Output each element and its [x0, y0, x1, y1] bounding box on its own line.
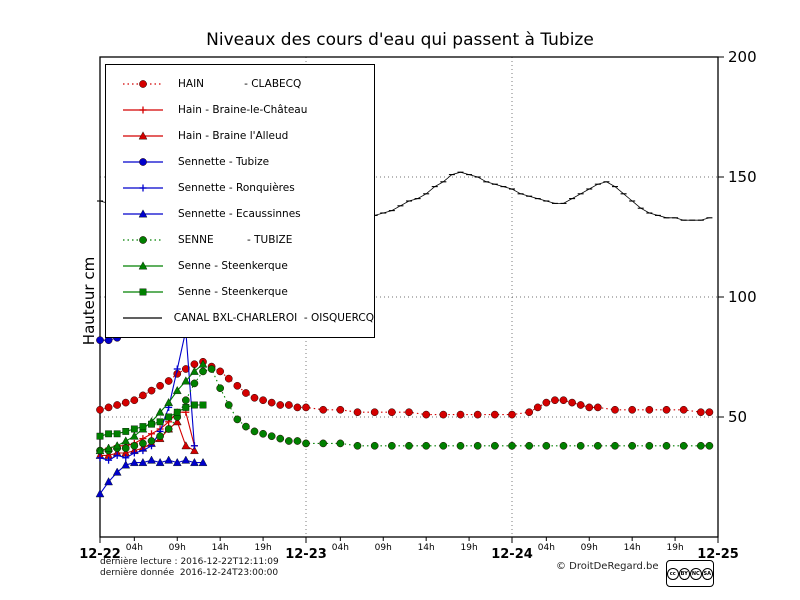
legend-label: Sennette - Ecaussinnes — [178, 208, 301, 220]
y-axis-label: Hauteur cm — [80, 256, 98, 346]
x-axis-hour-label: 14h — [418, 543, 435, 553]
legend: HAIN - CLABECQ Hain - Braine-le-Château Ha… — [105, 64, 375, 338]
x-axis-day-label: 12-25 — [697, 547, 739, 562]
cc-by-icon: BY — [678, 567, 690, 580]
x-axis-hour-label: 14h — [212, 543, 229, 553]
x-axis-day-label: 12-24 — [491, 547, 533, 562]
x-axis-hour-label: 19h — [461, 543, 478, 553]
legend-triangle-icon — [123, 261, 163, 270]
y-axis-tick-label: 100 — [728, 288, 757, 306]
last-reading-text: dernière lecture : 2016-12-22T12:11:09 — [100, 557, 279, 567]
cc-icon: cc — [667, 567, 679, 580]
legend-label: Sennette - Ronquières — [178, 182, 295, 194]
legend-label: HAIN - CLABECQ — [178, 78, 302, 90]
legend-label: Sennette - Tubize — [178, 156, 270, 168]
y-axis-tick-label: 50 — [728, 408, 747, 426]
chart-title: Niveaux des cours d'eau qui passent à Tu… — [206, 30, 594, 50]
legend-label: Senne - Steenkerque — [178, 286, 288, 298]
legend-square-icon — [123, 288, 163, 296]
legend-label: CANAL BXL-CHARLEROI - OISQUERCQ — [173, 312, 374, 324]
legend-item-hain-clabecq: HAIN - CLABECQ — [106, 71, 374, 97]
legend-hline-icon — [123, 317, 162, 319]
last-data-text: dernière donnée 2016-12-24T23:00:00 — [100, 568, 279, 578]
legend-circle-icon — [123, 80, 163, 88]
legend-label: Hain - Braine-le-Château — [178, 104, 308, 116]
x-axis-hour-label: 09h — [581, 543, 598, 553]
series-sennette-ronquieres — [96, 327, 198, 464]
x-axis-hour-label: 09h — [375, 543, 392, 553]
series-senne-tubize — [96, 365, 714, 455]
legend-item-senne-tubize: SENNE - TUBIZE — [106, 227, 374, 253]
legend-item-senne-steenkerque-sq: Senne - Steenkerque — [106, 279, 374, 305]
y-axis-tick-label: 150 — [728, 168, 757, 186]
legend-triangle-icon — [123, 209, 163, 218]
y-axis-tick-label: 200 — [728, 48, 757, 66]
x-axis-hour-label: 09h — [169, 543, 186, 553]
legend-item-sennette-ecaussinnes: Sennette - Ecaussinnes — [106, 201, 374, 227]
legend-item-sennette-ronquieres: Sennette - Ronquières — [106, 175, 374, 201]
copyright-text: © DroitDeRegard.be — [556, 561, 659, 572]
cc-sa-icon: SA — [701, 567, 713, 580]
x-axis-day-label: 12-23 — [285, 547, 327, 562]
legend-item-hain-braine-le-chateau: Hain - Braine-le-Château — [106, 97, 374, 123]
x-axis-hour-label: 19h — [667, 543, 684, 553]
cc-nc-icon: NC — [690, 567, 702, 580]
legend-circle-icon — [123, 158, 163, 166]
legend-label: Hain - Braine l'Alleud — [178, 130, 289, 142]
legend-item-canal: CANAL BXL-CHARLEROI - OISQUERCQ — [106, 305, 374, 331]
legend-plus-icon — [123, 184, 163, 192]
x-axis-hour-label: 04h — [538, 543, 555, 553]
x-axis-hour-label: 04h — [126, 543, 143, 553]
legend-triangle-icon — [123, 131, 163, 140]
x-axis-hour-label: 19h — [255, 543, 272, 553]
series-sennette-ecaussinnes — [95, 455, 208, 498]
series-senne-steenkerque-sq — [96, 401, 207, 440]
legend-item-sennette-tubize: Sennette - Tubize — [106, 149, 374, 175]
series-hain-clabecq — [96, 357, 714, 419]
x-axis-hour-label: 04h — [332, 543, 349, 553]
x-axis-day-label: 12-22 — [79, 547, 121, 562]
legend-label: SENNE - TUBIZE — [178, 234, 293, 246]
cc-license-badge[interactable]: cc BY NC SA — [666, 560, 714, 587]
legend-plus-icon — [123, 106, 163, 114]
legend-label: Senne - Steenkerque — [178, 260, 288, 272]
legend-circle-icon — [123, 236, 163, 244]
legend-item-hain-braine-alleud: Hain - Braine l'Alleud — [106, 123, 374, 149]
legend-item-senne-steenkerque-tri: Senne - Steenkerque — [106, 253, 374, 279]
x-axis-hour-label: 14h — [624, 543, 641, 553]
